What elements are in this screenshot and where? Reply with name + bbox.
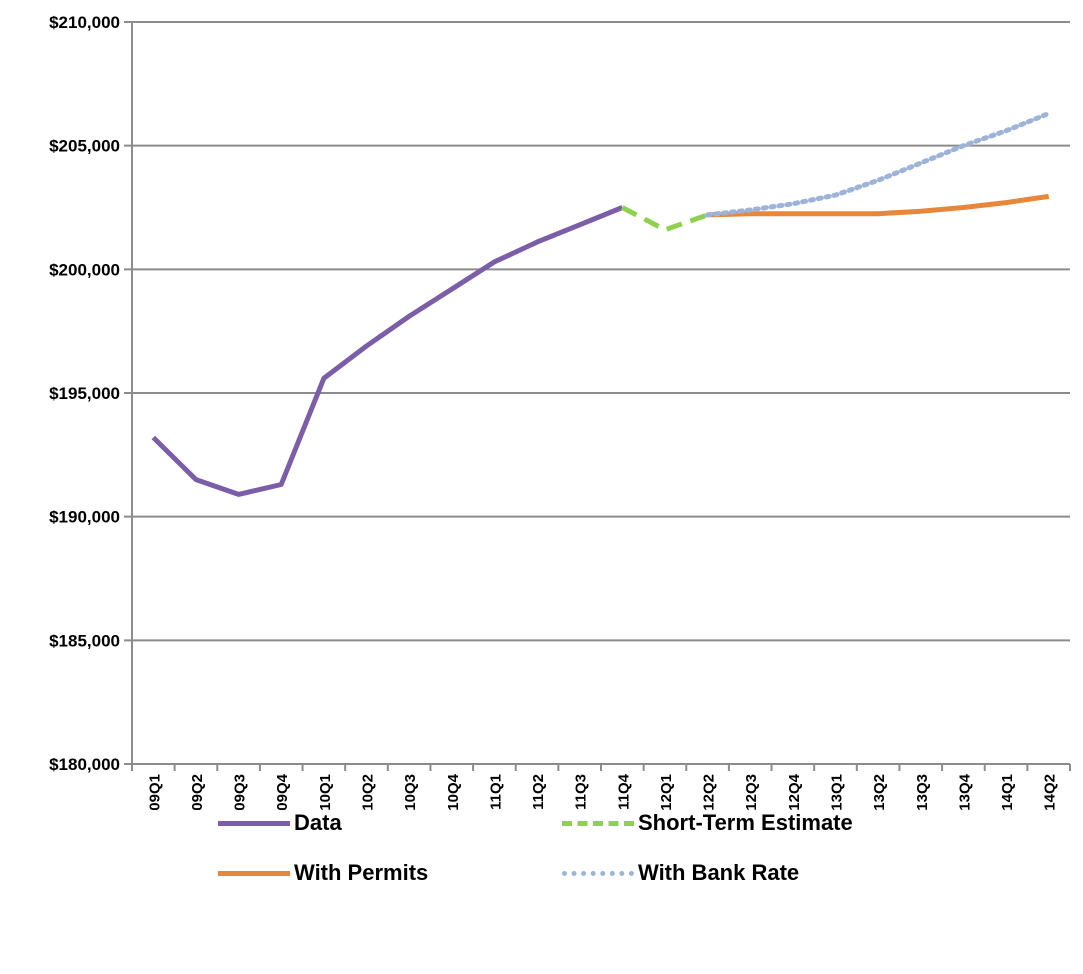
legend-item-with-bank-rate: With Bank Rate	[562, 860, 799, 886]
x-tick-label: 2012Q1	[658, 774, 675, 810]
legend-swatch-data	[218, 820, 290, 826]
legend-label-with-permits: With Permits	[294, 860, 429, 885]
series-line-with-bank-rate	[705, 111, 1052, 218]
y-tick-label: $205,000	[49, 137, 120, 156]
x-tick-label: 2009Q1	[146, 774, 163, 810]
series-line-with-permits	[707, 193, 1050, 218]
x-tick-label: 2013Q2	[871, 774, 888, 810]
x-tick-label: 2013Q3	[914, 774, 931, 810]
x-tick-label: 2011Q3	[573, 774, 590, 810]
x-tick-label: 2013Q4	[956, 773, 973, 810]
series-line-short-term-estimate	[621, 205, 709, 233]
legend-label-data: Data	[294, 810, 342, 835]
x-tick-labels: 2009Q1 2009Q2 2009Q3 2009Q4 2010Q1 2010Q2 2010…	[146, 773, 1058, 810]
x-tick-label: 2012Q2	[701, 774, 718, 810]
x-tick-label: 2009Q2	[189, 774, 206, 810]
legend: Data Short-Term Estimate With Permits Wi…	[0, 800, 1083, 974]
x-tick-label: 2014Q2	[1042, 774, 1059, 810]
y-tick-labels: $180,000 $185,000 $190,000 $195,000 $200,000…	[49, 13, 120, 774]
series-lines	[151, 111, 1052, 497]
y-tick-label: $185,000	[49, 631, 120, 650]
legend-swatch-short-term-estimate	[562, 820, 634, 826]
legend-label-with-bank-rate: With Bank Rate	[638, 860, 800, 885]
x-tick-label: 2011Q2	[530, 774, 547, 810]
x-tick-label: 2010Q1	[317, 774, 334, 810]
series-line-data	[151, 205, 624, 497]
axes	[131, 22, 1071, 771]
gridlines	[124, 21, 1070, 765]
legend-item-with-permits: With Permits	[218, 860, 428, 886]
x-tick-label: 2010Q3	[402, 774, 419, 810]
legend-swatch-with-permits	[218, 870, 290, 876]
x-tick-label: 2010Q2	[360, 774, 377, 810]
x-tick-label: 2012Q3	[743, 774, 760, 810]
line-chart: $180,000 $185,000 $190,000 $195,000 $200,000…	[49, 13, 1071, 810]
legend-item-data: Data	[218, 810, 342, 836]
x-tick-label: 2009Q4	[274, 773, 291, 810]
y-tick-label: $195,000	[49, 384, 120, 403]
y-tick-label: $190,000	[49, 508, 120, 527]
y-tick-label: $210,000	[49, 13, 120, 32]
x-tick-label: 2013Q1	[829, 774, 846, 810]
x-tick-label: 2011Q1	[487, 774, 504, 810]
x-tick-label: 2011Q4	[615, 773, 632, 810]
x-tick-label: 2010Q4	[445, 773, 462, 810]
x-tick-label: 2009Q3	[232, 774, 249, 810]
x-tick-label: 2014Q1	[999, 774, 1016, 810]
x-tick-label: 2012Q4	[786, 773, 803, 810]
y-tick-label: $200,000	[49, 260, 120, 279]
legend-swatch-with-bank-rate	[562, 870, 634, 876]
legend-item-short-term-estimate: Short-Term Estimate	[562, 810, 853, 836]
y-tick-label: $180,000	[49, 755, 120, 774]
legend-label-short-term-estimate: Short-Term Estimate	[638, 810, 853, 835]
